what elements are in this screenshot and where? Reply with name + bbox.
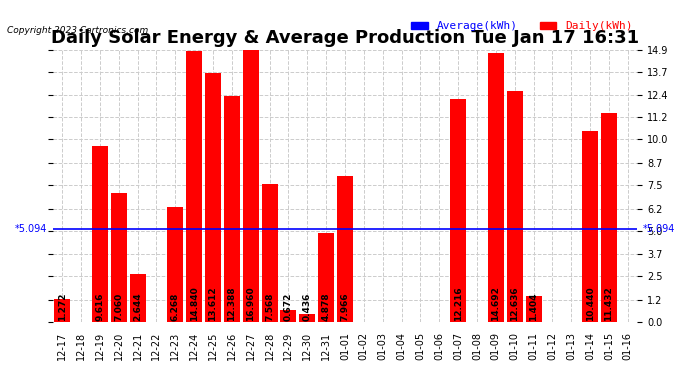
Text: 14.840: 14.840 — [190, 286, 199, 321]
Bar — [205, 73, 221, 322]
Text: 10.440: 10.440 — [586, 286, 595, 321]
Bar — [262, 184, 277, 322]
Bar — [186, 51, 202, 322]
Text: 6.268: 6.268 — [171, 292, 180, 321]
Bar — [506, 91, 523, 322]
Text: 7.966: 7.966 — [340, 292, 350, 321]
Text: *5.094: *5.094 — [14, 224, 47, 234]
Bar — [526, 296, 542, 322]
Text: 7.568: 7.568 — [265, 292, 274, 321]
Text: 12.216: 12.216 — [453, 286, 462, 321]
Text: 9.616: 9.616 — [95, 292, 104, 321]
Text: 2.644: 2.644 — [133, 292, 142, 321]
Bar — [280, 310, 297, 322]
Bar — [601, 113, 617, 322]
Legend: Average(kWh), Daily(kWh): Average(kWh), Daily(kWh) — [406, 17, 638, 36]
Bar — [130, 274, 146, 322]
Text: Copyright 2023 Cartronics.com: Copyright 2023 Cartronics.com — [7, 26, 148, 35]
Bar — [337, 176, 353, 322]
Text: 0.672: 0.672 — [284, 292, 293, 321]
Bar — [488, 54, 504, 322]
Title: Daily Solar Energy & Average Production Tue Jan 17 16:31: Daily Solar Energy & Average Production … — [51, 29, 639, 47]
Text: 12.388: 12.388 — [228, 286, 237, 321]
Text: 11.432: 11.432 — [604, 286, 613, 321]
Bar — [167, 207, 184, 322]
Bar — [54, 298, 70, 322]
Text: 1.272: 1.272 — [58, 292, 67, 321]
Bar — [318, 233, 334, 322]
Bar — [92, 146, 108, 322]
Text: 4.878: 4.878 — [322, 292, 331, 321]
Text: 13.612: 13.612 — [208, 286, 217, 321]
Text: 1.404: 1.404 — [529, 292, 538, 321]
Bar — [582, 131, 598, 322]
Bar — [224, 96, 240, 322]
Bar — [243, 12, 259, 322]
Text: 0.436: 0.436 — [303, 292, 312, 321]
Bar — [450, 99, 466, 322]
Text: 16.960: 16.960 — [246, 286, 255, 321]
Text: *5.094: *5.094 — [643, 224, 676, 234]
Bar — [110, 193, 127, 322]
Text: 12.636: 12.636 — [510, 286, 519, 321]
Bar — [299, 314, 315, 322]
Text: 7.060: 7.060 — [115, 293, 124, 321]
Text: 14.692: 14.692 — [491, 286, 500, 321]
